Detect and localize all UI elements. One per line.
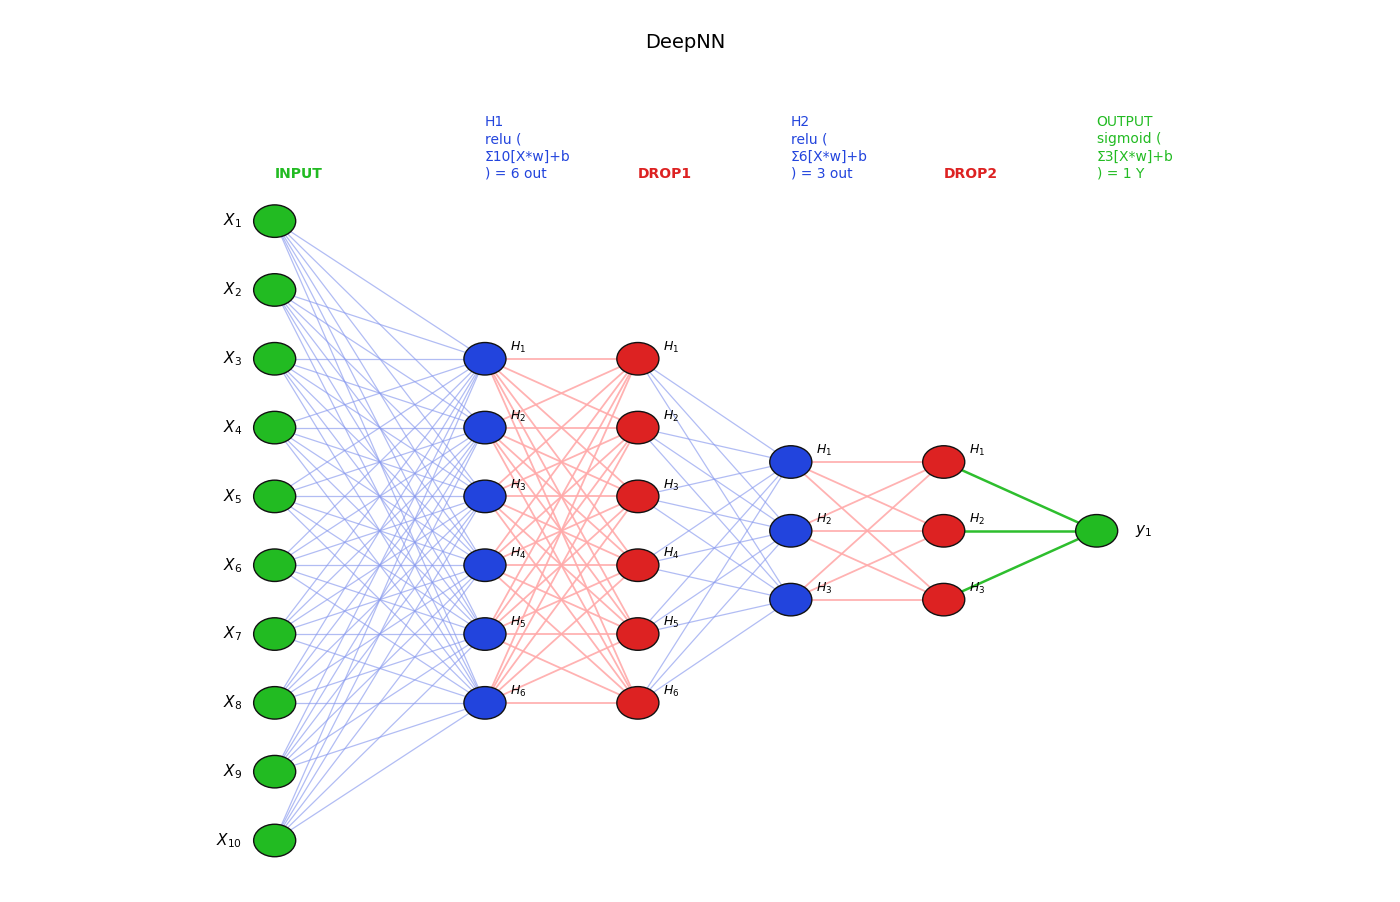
- Ellipse shape: [253, 824, 295, 857]
- Text: $H_2$: $H_2$: [662, 409, 679, 424]
- Text: $X_7$: $X_7$: [223, 625, 242, 643]
- Ellipse shape: [617, 549, 659, 582]
- Ellipse shape: [770, 584, 812, 616]
- Ellipse shape: [253, 411, 295, 444]
- Text: $H_6$: $H_6$: [510, 684, 526, 699]
- Ellipse shape: [463, 686, 505, 719]
- Text: DeepNN: DeepNN: [645, 33, 725, 52]
- Text: $H_2$: $H_2$: [816, 512, 832, 527]
- Text: H1
relu (
Σ10[X*w]+b
) = 6 out: H1 relu ( Σ10[X*w]+b ) = 6 out: [484, 115, 571, 181]
- Ellipse shape: [253, 686, 295, 719]
- Ellipse shape: [253, 549, 295, 582]
- Text: $H_4$: $H_4$: [510, 547, 526, 561]
- Ellipse shape: [253, 480, 295, 512]
- Text: $H_5$: $H_5$: [510, 615, 526, 630]
- Text: $H_4$: $H_4$: [662, 547, 679, 561]
- Ellipse shape: [923, 584, 965, 616]
- Ellipse shape: [617, 686, 659, 719]
- Ellipse shape: [617, 343, 659, 375]
- Ellipse shape: [617, 618, 659, 650]
- Text: $X_4$: $X_4$: [223, 419, 242, 437]
- Text: $H_5$: $H_5$: [662, 615, 679, 630]
- Ellipse shape: [770, 514, 812, 547]
- Text: $H_1$: $H_1$: [816, 443, 832, 458]
- Text: $H_3$: $H_3$: [662, 477, 679, 492]
- Text: $X_2$: $X_2$: [224, 281, 242, 299]
- Text: DROP1: DROP1: [638, 167, 692, 181]
- Ellipse shape: [463, 618, 505, 650]
- Text: $H_1$: $H_1$: [510, 340, 526, 355]
- Text: $H_3$: $H_3$: [816, 581, 832, 596]
- Ellipse shape: [253, 205, 295, 237]
- Text: $H_2$: $H_2$: [510, 409, 526, 424]
- Ellipse shape: [253, 343, 295, 375]
- Ellipse shape: [923, 446, 965, 478]
- Text: OUTPUT
sigmoid (
Σ3[X*w]+b
) = 1 Y: OUTPUT sigmoid ( Σ3[X*w]+b ) = 1 Y: [1096, 115, 1173, 181]
- Ellipse shape: [617, 480, 659, 512]
- Ellipse shape: [463, 343, 505, 375]
- Text: $H_3$: $H_3$: [510, 477, 526, 492]
- Ellipse shape: [923, 514, 965, 547]
- Text: $H_1$: $H_1$: [662, 340, 679, 355]
- Ellipse shape: [463, 480, 505, 512]
- Ellipse shape: [1075, 514, 1117, 547]
- Text: DROP2: DROP2: [944, 167, 998, 181]
- Text: $H_3$: $H_3$: [969, 581, 984, 596]
- Ellipse shape: [253, 273, 295, 306]
- Text: $X_5$: $X_5$: [224, 487, 242, 506]
- Text: $H_1$: $H_1$: [969, 443, 984, 458]
- Ellipse shape: [463, 411, 505, 444]
- Ellipse shape: [253, 618, 295, 650]
- Text: $X_8$: $X_8$: [223, 694, 242, 713]
- Text: $y_1$: $y_1$: [1135, 523, 1152, 538]
- Text: $H_2$: $H_2$: [969, 512, 984, 527]
- Text: $X_1$: $X_1$: [224, 212, 242, 231]
- Ellipse shape: [770, 446, 812, 478]
- Text: $X_3$: $X_3$: [223, 349, 242, 368]
- Text: $X_{10}$: $X_{10}$: [216, 831, 242, 850]
- Text: $X_6$: $X_6$: [223, 556, 242, 575]
- Text: INPUT: INPUT: [274, 167, 322, 181]
- Ellipse shape: [463, 549, 505, 582]
- Ellipse shape: [617, 411, 659, 444]
- Text: H2
relu (
Σ6[X*w]+b
) = 3 out: H2 relu ( Σ6[X*w]+b ) = 3 out: [791, 115, 868, 181]
- Text: $X_9$: $X_9$: [223, 762, 242, 781]
- Text: $H_6$: $H_6$: [662, 684, 679, 699]
- Ellipse shape: [253, 755, 295, 788]
